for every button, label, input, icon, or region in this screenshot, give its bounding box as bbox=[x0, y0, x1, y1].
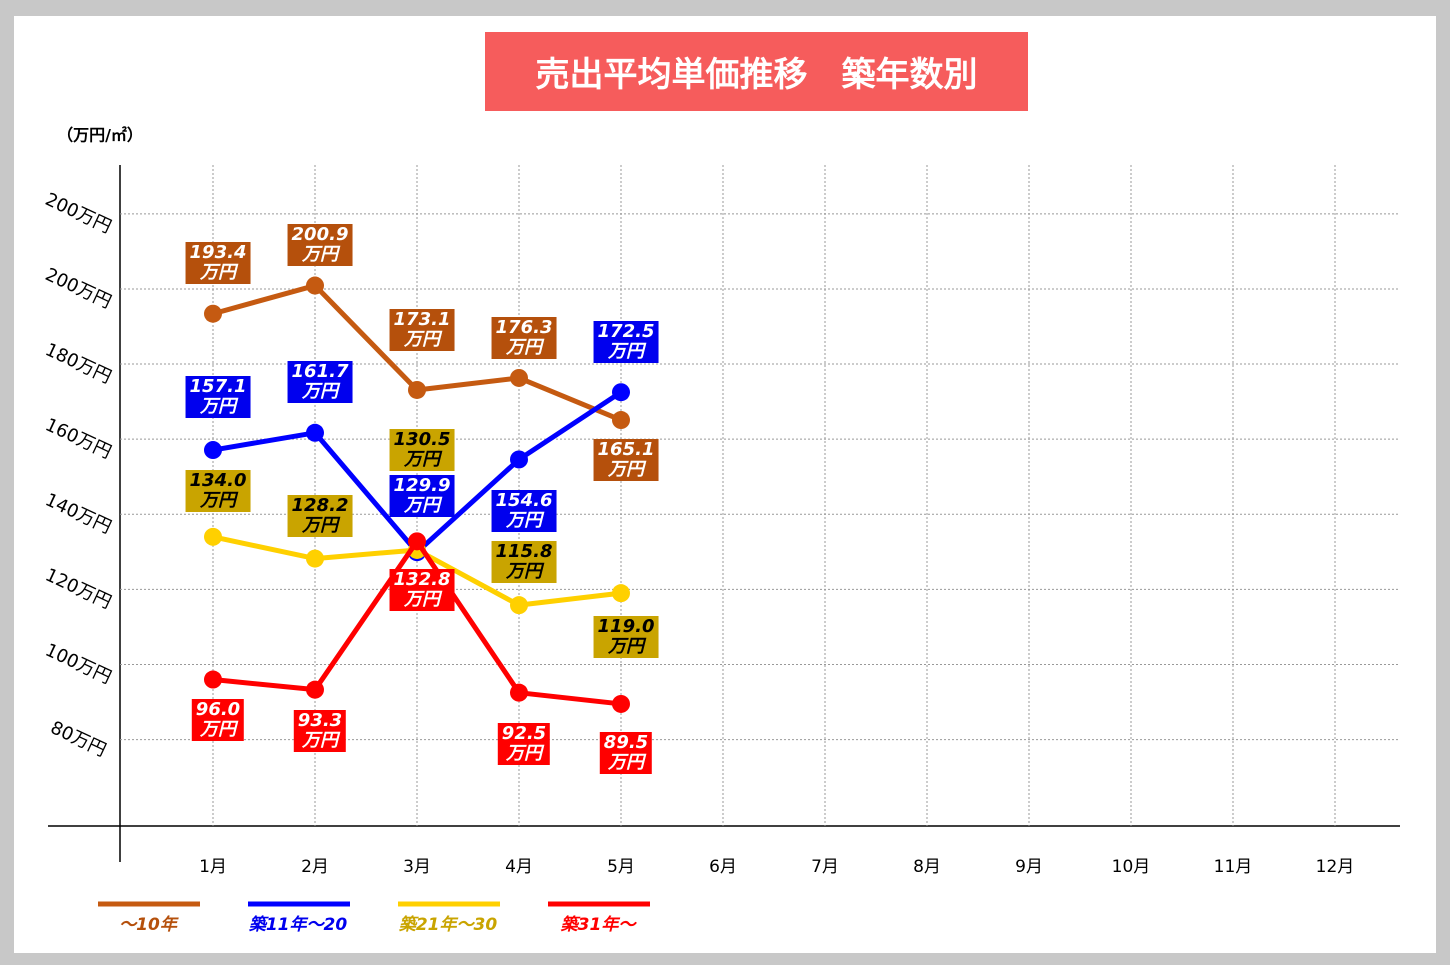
y-tick-label: 160万円 bbox=[42, 414, 115, 463]
value-label: 134.0 万円 bbox=[185, 469, 251, 512]
series-line bbox=[212, 390, 623, 555]
data-point bbox=[204, 441, 222, 460]
data-point bbox=[204, 304, 222, 323]
data-point bbox=[510, 368, 528, 387]
x-tick-label: 1月 bbox=[199, 857, 227, 877]
value-label: 132.8 万円 bbox=[389, 569, 455, 612]
value-label: 200.9 万円 bbox=[287, 223, 353, 266]
x-tick-label: 5月 bbox=[607, 857, 635, 877]
x-tick-label: 4月 bbox=[505, 857, 533, 877]
panel bbox=[14, 16, 1436, 953]
data-point bbox=[408, 380, 426, 399]
data-point bbox=[612, 383, 630, 402]
value-label: 119.0 万円 bbox=[593, 616, 659, 659]
x-tick-label: 8月 bbox=[913, 857, 941, 877]
value-label: 115.8 万円 bbox=[491, 541, 557, 584]
value-label: 130.5 万円 bbox=[389, 428, 455, 471]
x-tick-label: 10月 bbox=[1112, 857, 1151, 877]
x-tick-label: 7月 bbox=[811, 857, 839, 877]
value-label: 172.5 万円 bbox=[593, 321, 659, 364]
y-tick-label: 140万円 bbox=[42, 489, 115, 538]
y-axis-label: （万円/㎡） bbox=[57, 126, 143, 145]
value-label: 157.1 万円 bbox=[185, 376, 251, 419]
data-point bbox=[612, 694, 630, 713]
value-label: 128.2 万円 bbox=[287, 494, 353, 537]
y-tick-label: 100万円 bbox=[42, 640, 115, 689]
legend-label: 築31年～ bbox=[561, 915, 638, 935]
y-tick-label: 120万円 bbox=[42, 565, 115, 614]
x-tick-label: 11月 bbox=[1214, 857, 1253, 877]
value-label: 154.6 万円 bbox=[491, 490, 557, 533]
value-label: 176.3 万円 bbox=[491, 316, 557, 359]
data-point bbox=[204, 527, 222, 546]
legend-label: ～10年 bbox=[119, 915, 179, 935]
value-label: 89.5 万円 bbox=[599, 731, 653, 774]
data-point bbox=[204, 670, 222, 689]
chart-title: 売出平均単価推移 築年数別 bbox=[485, 32, 1028, 111]
value-label: 193.4 万円 bbox=[185, 241, 251, 284]
y-tick-label: 180万円 bbox=[42, 339, 115, 388]
data-point bbox=[408, 532, 426, 551]
x-tick-label: 3月 bbox=[403, 857, 431, 877]
legend-label: 築21年～30 bbox=[399, 915, 497, 935]
value-label: 161.7 万円 bbox=[287, 360, 353, 403]
data-point bbox=[306, 549, 324, 568]
value-label: 165.1 万円 bbox=[593, 439, 659, 481]
x-tick-label: 9月 bbox=[1015, 857, 1043, 877]
data-point bbox=[306, 423, 324, 442]
data-point bbox=[510, 683, 528, 702]
value-label: 93.3 万円 bbox=[293, 709, 347, 752]
data-point bbox=[306, 680, 324, 699]
y-tick-label: 80万円 bbox=[47, 717, 109, 761]
data-point bbox=[510, 596, 528, 615]
y-tick-label: 200万円 bbox=[42, 189, 115, 238]
data-point bbox=[510, 450, 528, 469]
value-label: 129.9 万円 bbox=[389, 475, 455, 518]
value-label: 96.0 万円 bbox=[191, 698, 245, 741]
data-point bbox=[306, 276, 324, 295]
x-tick-label: 12月 bbox=[1316, 857, 1355, 877]
value-label: 92.5 万円 bbox=[497, 722, 551, 765]
y-tick-label: 200万円 bbox=[42, 264, 115, 313]
data-point bbox=[612, 584, 630, 603]
data-point bbox=[612, 411, 630, 430]
legend-label: 築11年～20 bbox=[249, 915, 347, 935]
value-label: 173.1 万円 bbox=[389, 308, 455, 351]
x-tick-label: 2月 bbox=[301, 857, 329, 877]
x-tick-label: 6月 bbox=[709, 857, 737, 877]
